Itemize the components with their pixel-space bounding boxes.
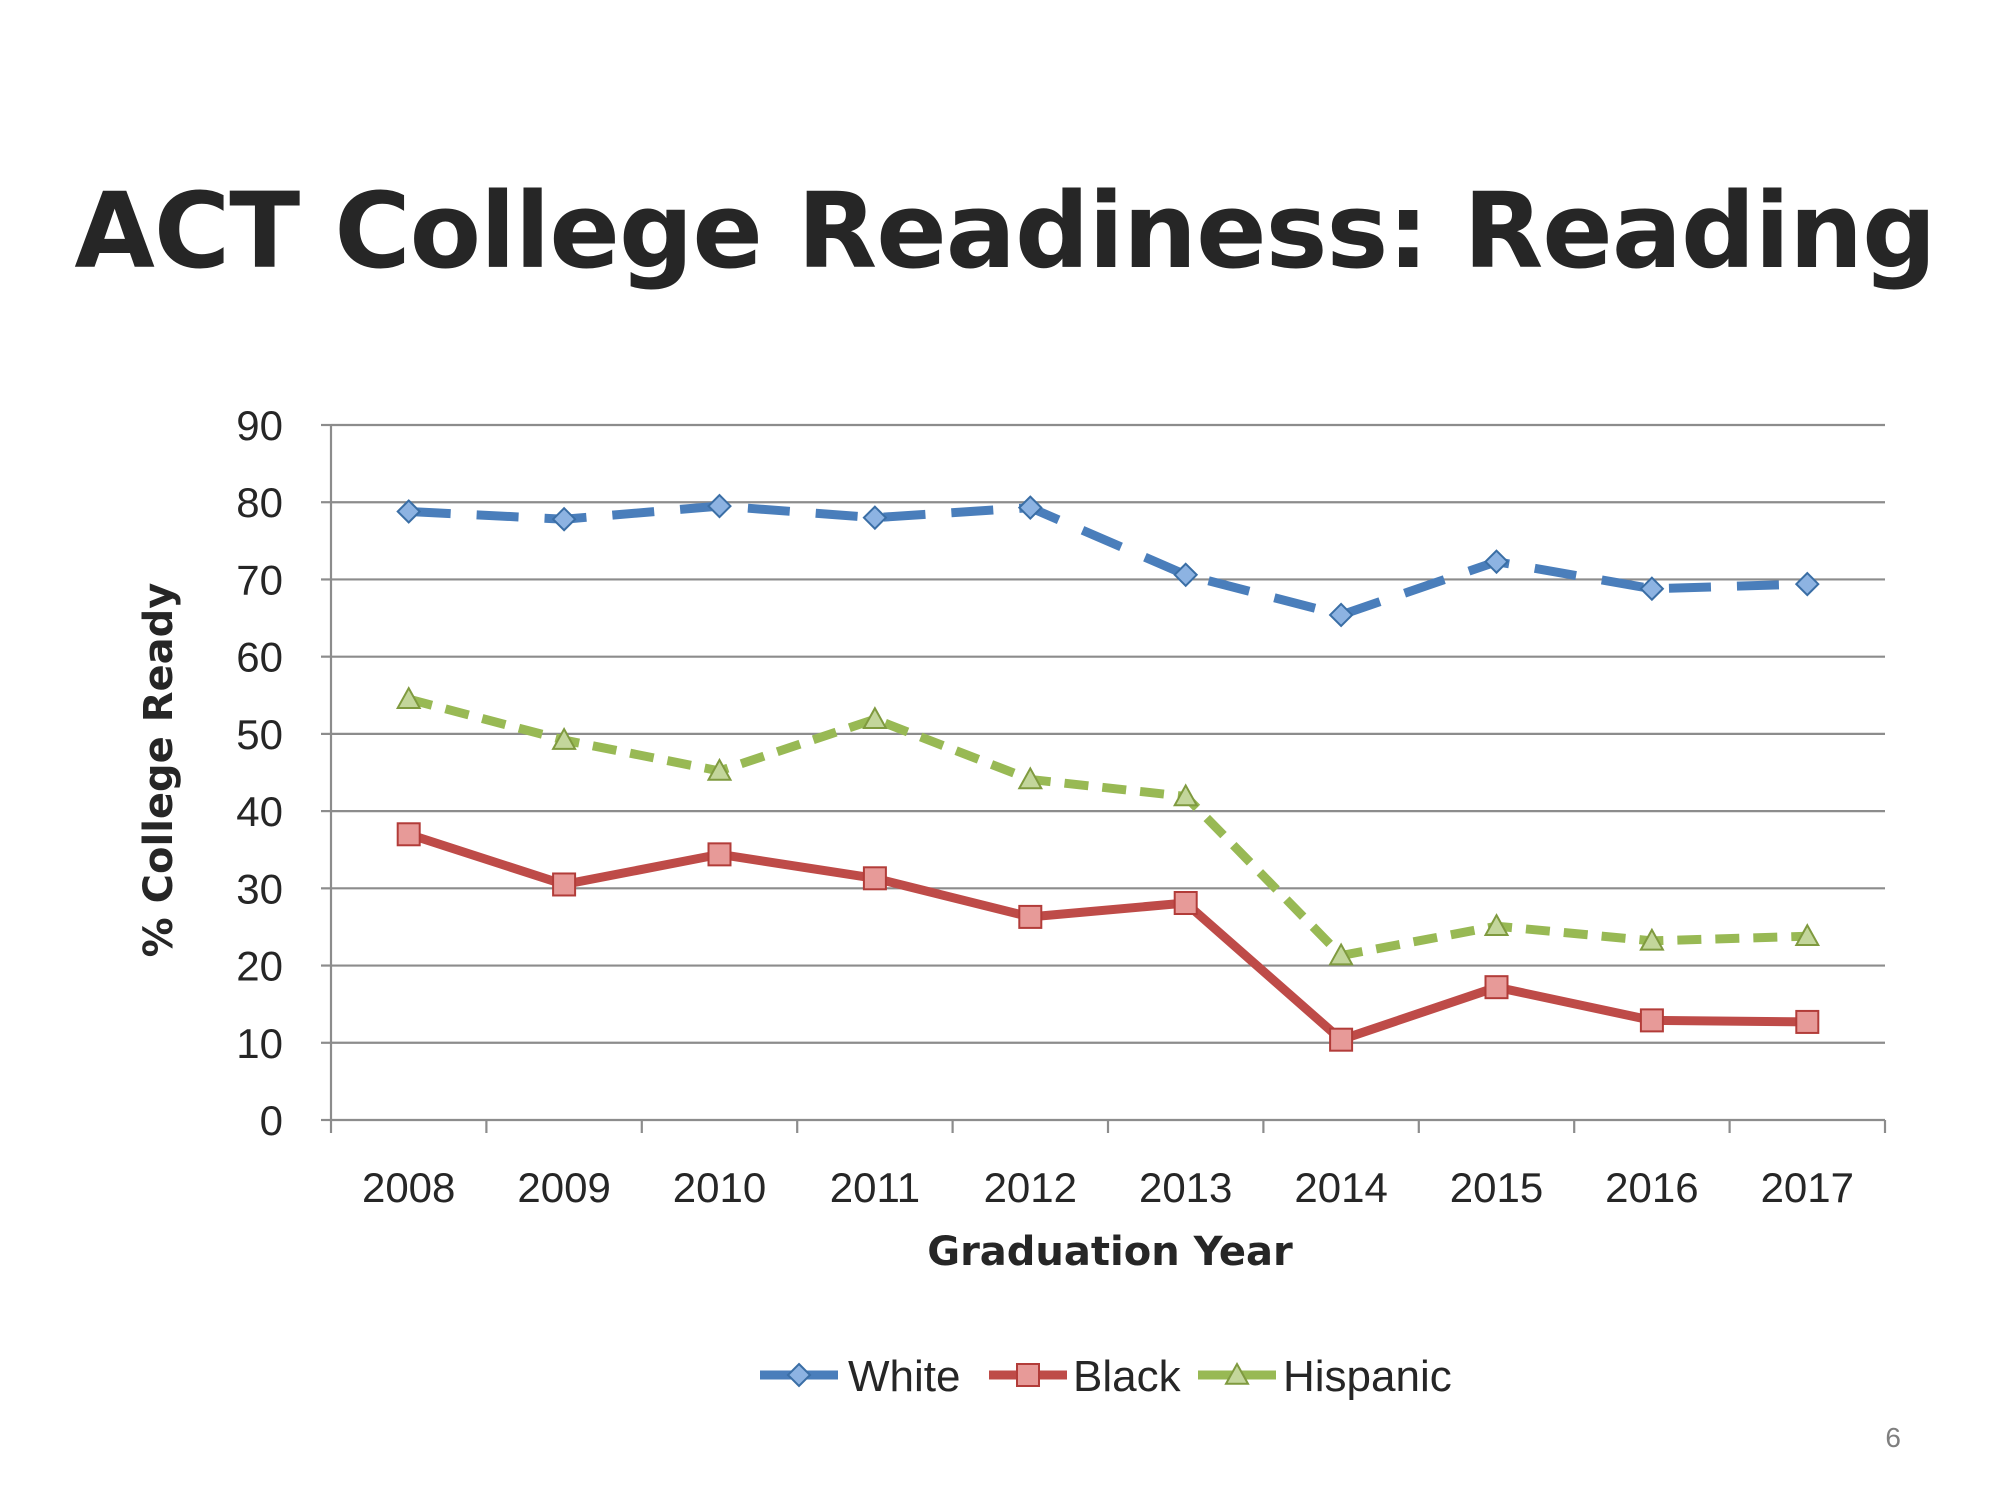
legend-marker-white bbox=[786, 1362, 812, 1388]
legend-item-white: White bbox=[760, 1352, 960, 1401]
data-point-black bbox=[1329, 1027, 1354, 1052]
data-point-white bbox=[1017, 495, 1043, 521]
data-point-hispanic bbox=[1173, 783, 1199, 807]
data-point-white bbox=[862, 505, 888, 531]
x-tick-label: 2017 bbox=[1761, 1164, 1854, 1211]
legend-marker-hispanic bbox=[1224, 1361, 1250, 1385]
series-black bbox=[396, 822, 1820, 1052]
legend-label-hispanic: Hispanic bbox=[1283, 1352, 1452, 1401]
slide-title: ACT College Readiness: Reading bbox=[74, 170, 1936, 292]
x-axis-title: Graduation Year bbox=[927, 1229, 1293, 1275]
x-tick-label: 2011 bbox=[830, 1164, 920, 1211]
data-point-white bbox=[707, 493, 732, 519]
data-point-hispanic bbox=[1794, 923, 1820, 947]
y-tick-label: 70 bbox=[236, 556, 283, 603]
y-tick-label: 40 bbox=[236, 788, 283, 835]
y-tick-label: 60 bbox=[236, 634, 283, 681]
data-point-black bbox=[1484, 975, 1509, 1000]
legend-item-hispanic: Hispanic bbox=[1198, 1352, 1452, 1401]
gridlines bbox=[331, 423, 1885, 1044]
data-point-black bbox=[1639, 1008, 1664, 1033]
data-point-black bbox=[707, 842, 732, 867]
series-group bbox=[396, 493, 1820, 1052]
y-tick-label: 30 bbox=[236, 865, 283, 912]
data-point-black bbox=[1795, 1009, 1820, 1034]
x-tick-label: 2016 bbox=[1605, 1164, 1698, 1211]
axes: 0 10 20 30 40 50 60 70 80 90 2008 2009 2010 2011 2012 2… bbox=[236, 402, 1887, 1211]
data-point-hispanic bbox=[862, 706, 888, 730]
data-point-black bbox=[862, 866, 887, 891]
legend-label-black: Black bbox=[1073, 1352, 1182, 1401]
series-line-white bbox=[408, 501, 1808, 620]
data-point-hispanic bbox=[1483, 913, 1510, 936]
data-point-black bbox=[1018, 904, 1043, 929]
x-tick-label: 2014 bbox=[1294, 1164, 1387, 1211]
data-point-white bbox=[1328, 602, 1354, 628]
data-point-hispanic bbox=[396, 686, 422, 709]
y-tick-label: 90 bbox=[236, 402, 283, 449]
x-tick-label: 2010 bbox=[673, 1164, 766, 1211]
data-point-black bbox=[396, 822, 421, 847]
y-tick-label: 80 bbox=[236, 479, 283, 526]
x-tick-label: 2009 bbox=[517, 1164, 610, 1211]
data-point-white bbox=[1794, 571, 1820, 597]
data-point-hispanic bbox=[706, 757, 733, 781]
data-point-white bbox=[396, 499, 422, 524]
data-point-white bbox=[1639, 576, 1665, 602]
series-line-hispanic bbox=[407, 694, 1808, 961]
y-axis-title: % College Ready bbox=[136, 583, 182, 958]
y-tick-label: 0 bbox=[260, 1097, 283, 1144]
data-point-hispanic bbox=[1017, 766, 1043, 790]
data-point-black bbox=[552, 872, 577, 897]
series-white bbox=[396, 493, 1820, 628]
data-point-black bbox=[1173, 891, 1198, 916]
x-tick-label: 2008 bbox=[362, 1164, 455, 1211]
page-number: 6 bbox=[1885, 1422, 1901, 1453]
data-point-white bbox=[1484, 549, 1509, 575]
data-point-hispanic bbox=[551, 727, 577, 750]
x-tick-label: 2015 bbox=[1450, 1164, 1543, 1211]
data-point-white bbox=[1173, 562, 1199, 588]
y-tick-label: 20 bbox=[236, 943, 283, 990]
series-line-black bbox=[407, 829, 1808, 1045]
y-tick-label: 10 bbox=[236, 1020, 283, 1067]
legend: White Black Hispanic bbox=[760, 1352, 1452, 1401]
x-tick-label: 2013 bbox=[1139, 1164, 1232, 1211]
y-tick-label: 50 bbox=[236, 711, 283, 758]
legend-item-black: Black bbox=[989, 1352, 1182, 1401]
x-tick-label: 2012 bbox=[984, 1164, 1077, 1211]
data-point-white bbox=[551, 506, 577, 532]
legend-label-white: White bbox=[848, 1352, 960, 1401]
data-point-hispanic bbox=[1328, 942, 1354, 966]
data-point-hispanic bbox=[1639, 927, 1665, 951]
legend-marker-black bbox=[1016, 1363, 1040, 1387]
series-hispanic bbox=[396, 686, 1820, 966]
